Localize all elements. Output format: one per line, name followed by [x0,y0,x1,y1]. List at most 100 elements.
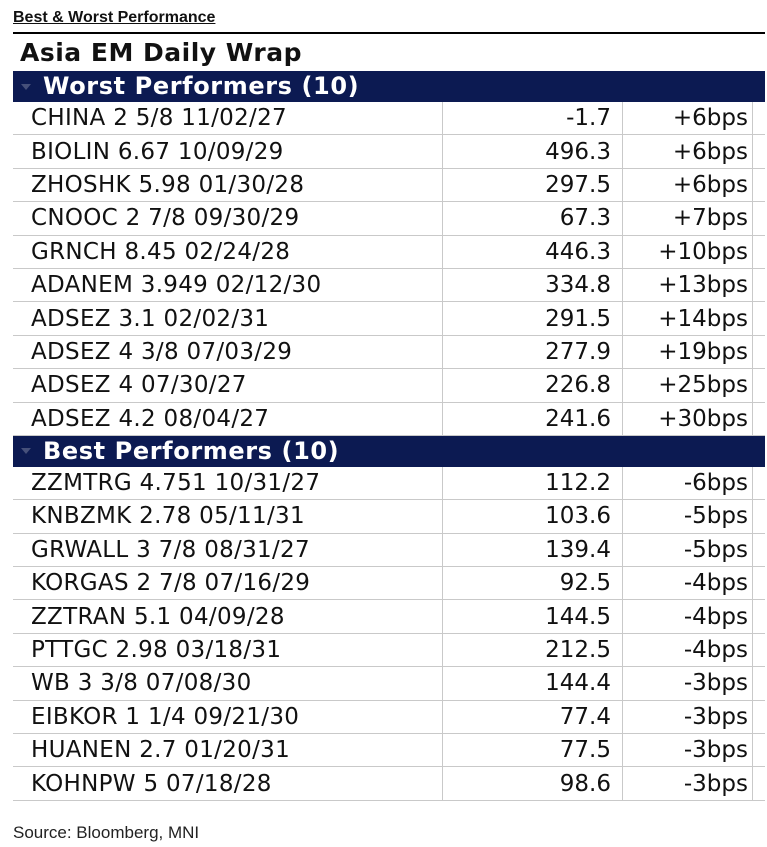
empty-cell [753,600,765,632]
empty-cell [753,236,765,268]
table-row[interactable]: WB 3 3/8 07/08/30 144.4 -3bps [13,667,765,701]
performance-table: Worst Performers (10) CHINA 2 5/8 11/02/… [13,71,765,801]
empty-cell [753,767,765,799]
empty-cell [753,634,765,666]
heading-rule [13,32,765,34]
table-row[interactable]: ADANEM 3.949 02/12/30 334.8 +13bps [13,268,765,303]
change-cell: +13bps [623,268,753,302]
bond-name-cell: KNBZMK 2.78 05/11/31 [13,500,443,533]
table-row[interactable]: ADSEZ 4 07/30/27 226.8 +25bps [13,369,765,403]
collapse-triangle-icon[interactable] [21,83,31,90]
change-cell: -5bps [623,533,753,567]
table-row[interactable]: PTTGC 2.98 03/18/31 212.5 -4bps [13,633,765,668]
empty-cell [753,302,765,334]
change-cell: -6bps [623,466,753,500]
spread-cell: 144.4 [443,667,623,700]
empty-cell [753,734,765,766]
empty-cell [753,135,765,167]
spread-cell: 212.5 [443,633,623,667]
page-heading: Best & Worst Performance [13,9,216,26]
section-label-worst: Worst Performers (10) [43,72,360,100]
source-note: Source: Bloomberg, MNI [13,823,200,842]
empty-cell [753,369,765,401]
spread-cell: -1.7 [443,102,623,135]
spread-cell: 139.4 [443,533,623,567]
spread-cell: 334.8 [443,268,623,302]
change-cell: +19bps [623,335,753,369]
change-cell: +25bps [623,369,753,402]
change-cell: -3bps [623,700,753,734]
bond-name-cell: WB 3 3/8 07/08/30 [13,667,443,700]
bond-name-cell: CNOOC 2 7/8 09/30/29 [13,202,443,235]
empty-cell [753,567,765,599]
bond-name-cell: ADSEZ 3.1 02/02/31 [13,302,443,335]
bond-name-cell: ZZTRAN 5.1 04/09/28 [13,600,443,633]
spread-cell: 241.6 [443,402,623,435]
bond-name-cell: CHINA 2 5/8 11/02/27 [13,102,443,135]
collapse-triangle-icon[interactable] [21,448,31,455]
change-cell: +30bps [623,402,753,435]
section-label-best: Best Performers (10) [43,436,340,465]
table-row[interactable]: ZZTRAN 5.1 04/09/28 144.5 -4bps [13,600,765,634]
change-cell: +7bps [623,202,753,235]
table-row[interactable]: ZHOSHK 5.98 01/30/28 297.5 +6bps [13,168,765,203]
table-row[interactable]: ADSEZ 3.1 02/02/31 291.5 +14bps [13,302,765,336]
empty-cell [753,701,765,733]
change-cell: +10bps [623,235,753,268]
section-header-worst[interactable]: Worst Performers (10) [13,71,765,102]
spread-cell: 226.8 [443,369,623,402]
bond-name-cell: GRNCH 8.45 02/24/28 [13,235,443,268]
spread-cell: 446.3 [443,235,623,268]
table-row[interactable]: CHINA 2 5/8 11/02/27 -1.7 +6bps [13,102,765,136]
bond-name-cell: ADSEZ 4 07/30/27 [13,369,443,402]
empty-cell [753,667,765,699]
bond-name-cell: ZZMTRG 4.751 10/31/27 [13,466,443,500]
worst-rows: CHINA 2 5/8 11/02/27 -1.7 +6bps BIOLIN 6.67… [13,102,765,436]
bond-name-cell: HUANEN 2.7 01/20/31 [13,734,443,767]
bond-name-cell: KOHNPW 5 07/18/28 [13,767,443,800]
empty-cell [753,500,765,532]
change-cell: +6bps [623,135,753,168]
table-row[interactable]: CNOOC 2 7/8 09/30/29 67.3 +7bps [13,202,765,236]
bond-name-cell: ZHOSHK 5.98 01/30/28 [13,168,443,202]
table-row[interactable]: BIOLIN 6.67 10/09/29 496.3 +6bps [13,135,765,169]
change-cell: +14bps [623,302,753,335]
table-row[interactable]: ADSEZ 4 3/8 07/03/29 277.9 +19bps [13,335,765,370]
spread-cell: 496.3 [443,135,623,168]
spread-cell: 77.4 [443,700,623,734]
table-row[interactable]: KOHNPW 5 07/18/28 98.6 -3bps [13,767,765,801]
change-cell: -5bps [623,500,753,533]
bond-name-cell: ADSEZ 4.2 08/04/27 [13,402,443,435]
table-row[interactable]: ADSEZ 4.2 08/04/27 241.6 +30bps [13,402,765,436]
empty-cell [753,467,765,499]
spread-cell: 277.9 [443,335,623,369]
bond-name-cell: EIBKOR 1 1/4 09/21/30 [13,700,443,734]
spread-cell: 112.2 [443,466,623,500]
change-cell: -4bps [623,567,753,600]
spread-cell: 103.6 [443,500,623,533]
table-row[interactable]: GRWALL 3 7/8 08/31/27 139.4 -5bps [13,533,765,568]
bond-name-cell: ADANEM 3.949 02/12/30 [13,268,443,302]
change-cell: -4bps [623,600,753,633]
empty-cell [753,534,765,566]
spread-cell: 297.5 [443,168,623,202]
spread-cell: 98.6 [443,767,623,800]
table-row[interactable]: KNBZMK 2.78 05/11/31 103.6 -5bps [13,500,765,534]
table-row[interactable]: EIBKOR 1 1/4 09/21/30 77.4 -3bps [13,700,765,735]
table-row[interactable]: KORGAS 2 7/8 07/16/29 92.5 -4bps [13,567,765,601]
empty-cell [753,202,765,234]
change-cell: -3bps [623,734,753,767]
table-row[interactable]: HUANEN 2.7 01/20/31 77.5 -3bps [13,734,765,768]
change-cell: -3bps [623,767,753,800]
table-row[interactable]: GRNCH 8.45 02/24/28 446.3 +10bps [13,235,765,269]
bond-name-cell: KORGAS 2 7/8 07/16/29 [13,567,443,600]
wrap-title: Asia EM Daily Wrap [20,38,303,67]
empty-cell [753,403,765,435]
spread-cell: 77.5 [443,734,623,767]
bond-name-cell: BIOLIN 6.67 10/09/29 [13,135,443,168]
best-rows: ZZMTRG 4.751 10/31/27 112.2 -6bps KNBZMK 2.… [13,466,765,801]
spread-cell: 144.5 [443,600,623,633]
section-header-best[interactable]: Best Performers (10) [13,435,765,467]
spread-cell: 291.5 [443,302,623,335]
table-row[interactable]: ZZMTRG 4.751 10/31/27 112.2 -6bps [13,466,765,501]
